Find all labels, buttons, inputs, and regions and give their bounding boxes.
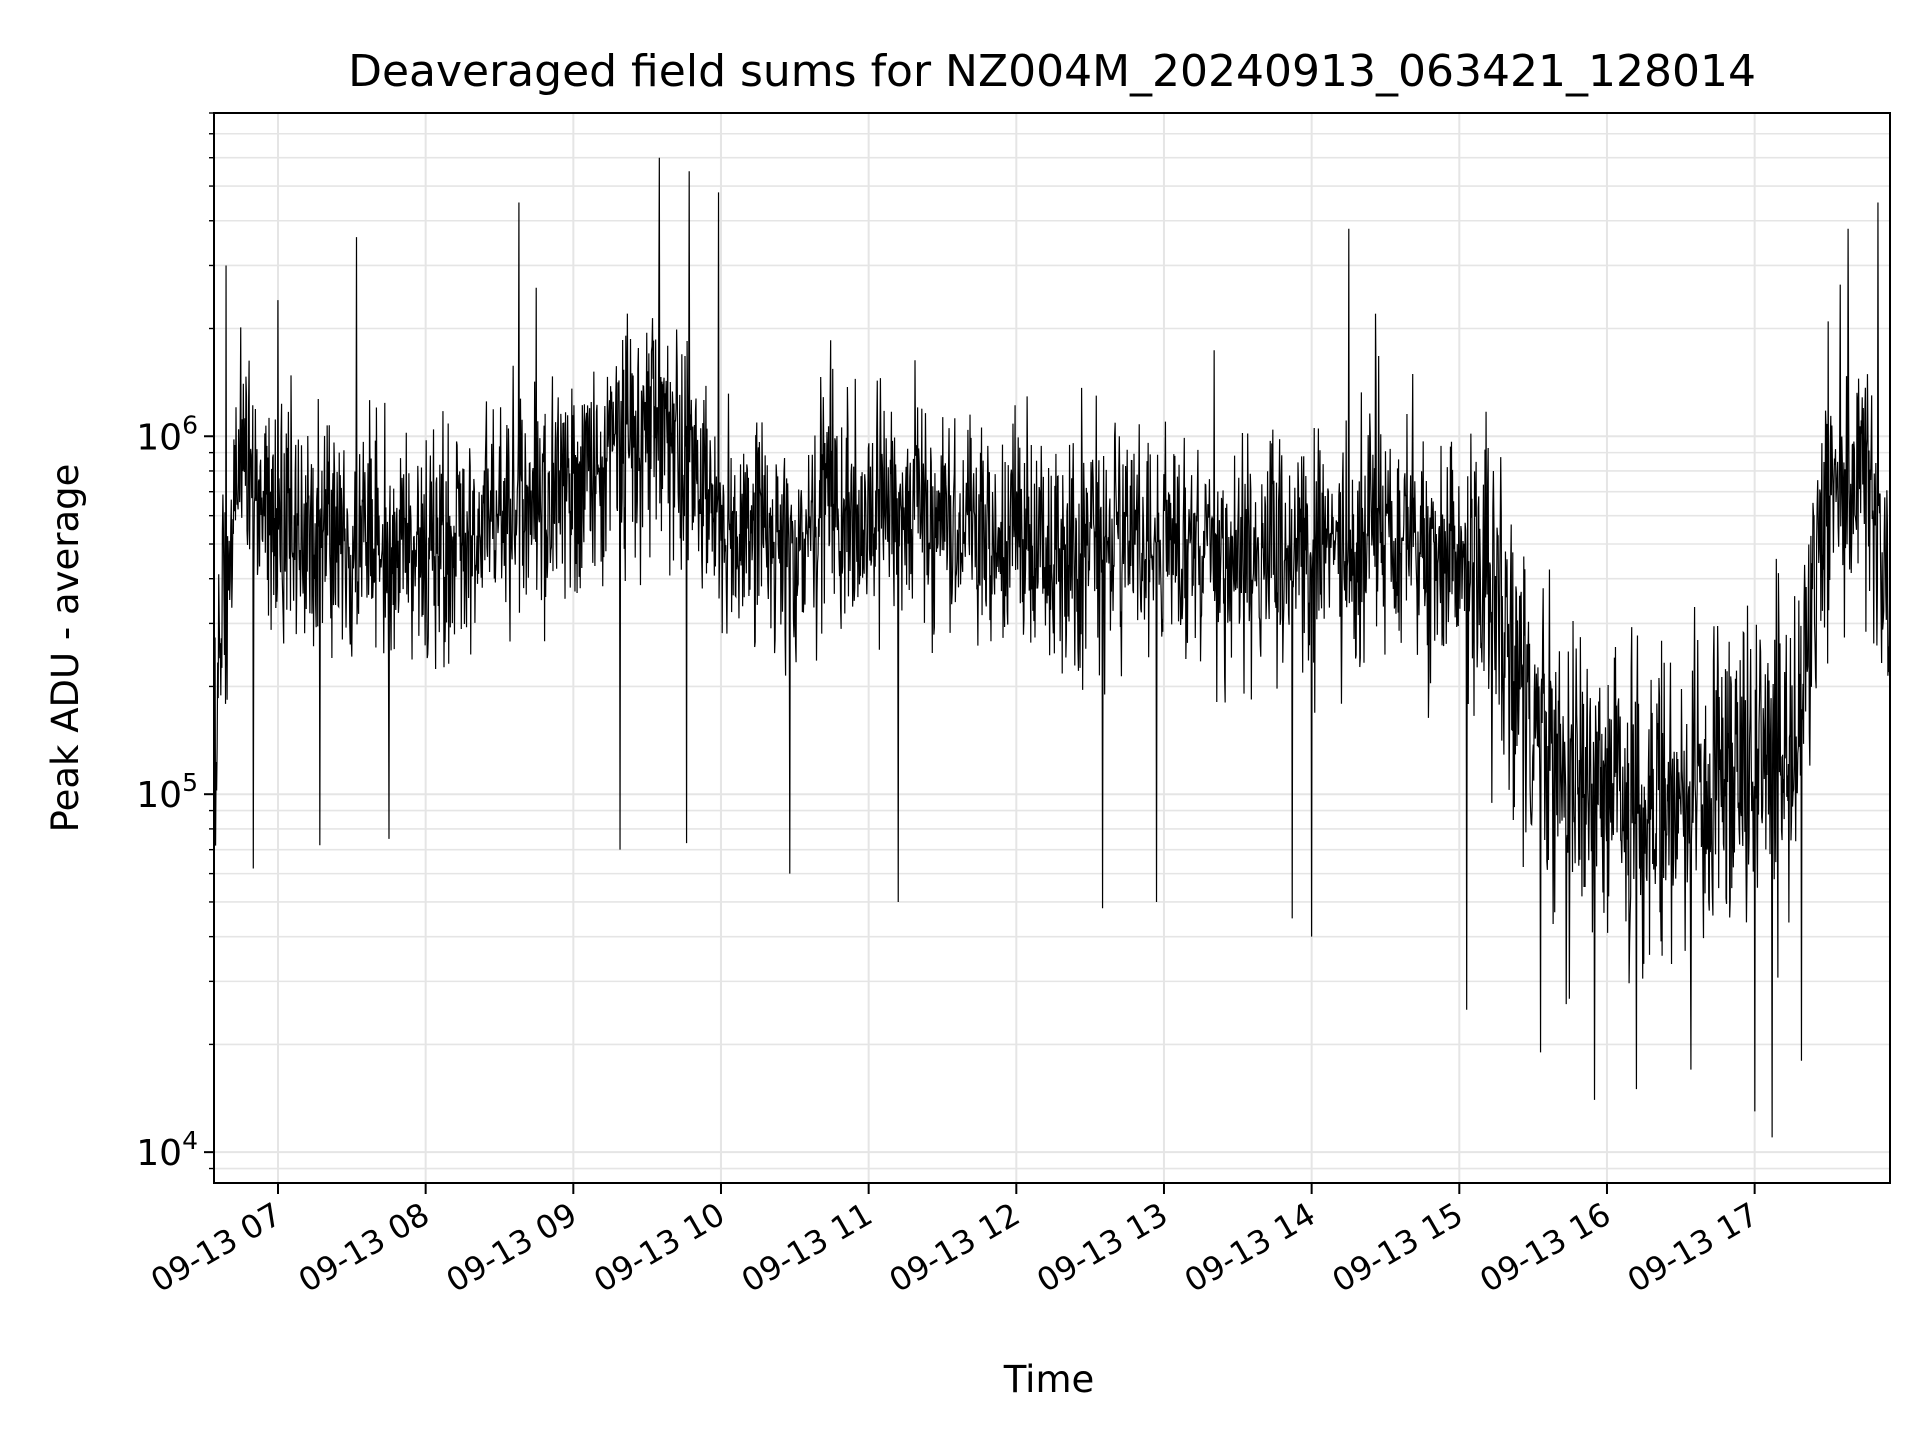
y-tick-label: 104: [136, 1126, 198, 1174]
x-tick-label: 09-13 08: [292, 1195, 436, 1300]
chart-title: Deaveraged field sums for NZ004M_2024091…: [348, 46, 1756, 97]
x-tick-label: 09-13 14: [1178, 1195, 1322, 1300]
x-tick-label: 09-13 11: [735, 1195, 879, 1300]
x-tick-label: 09-13 15: [1326, 1195, 1470, 1300]
y-axis-label: Peak ADU - average: [44, 464, 87, 833]
x-tick-label: 09-13 17: [1621, 1195, 1765, 1300]
series-line: [213, 157, 1891, 1138]
plot-frame: [213, 112, 1891, 1184]
grid: [214, 112, 1890, 1183]
x-tick-label: 09-13 09: [440, 1195, 584, 1300]
y-tick-label: 106: [136, 410, 198, 458]
x-tick-label: 09-13 16: [1473, 1195, 1617, 1300]
x-tick-label: 09-13 12: [883, 1195, 1027, 1300]
x-tick-label: 09-13 10: [587, 1195, 731, 1300]
y-tick-label: 105: [136, 768, 198, 816]
x-tick-label: 09-13 13: [1030, 1195, 1174, 1300]
x-tick-label: 09-13 07: [144, 1195, 288, 1300]
axes: 09-13 07 09-13 08 09-13 09 09-13 10 09-13 11…: [136, 112, 1765, 1300]
x-axis-label: Time: [1003, 1358, 1095, 1401]
plot-area: [213, 157, 1891, 1138]
